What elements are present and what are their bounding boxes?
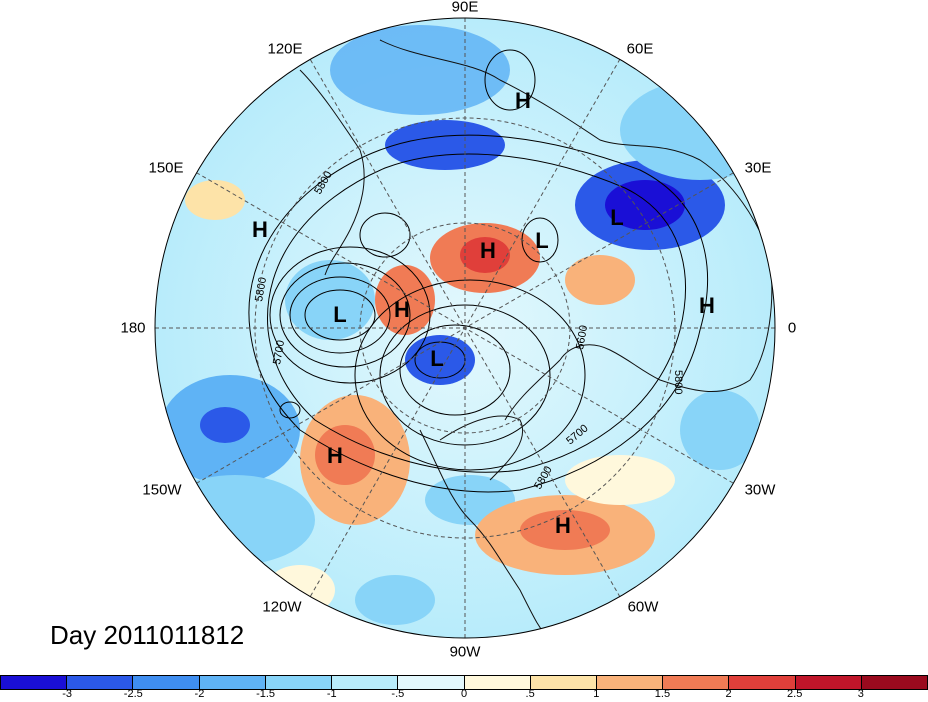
colorbar — [0, 675, 928, 690]
lon-label-90e: 90E — [451, 0, 479, 16]
high-center: H — [480, 238, 496, 263]
contour-label: 5600 — [574, 324, 590, 350]
colorbar-cell — [265, 676, 333, 689]
colorbar-cell — [398, 676, 465, 689]
high-center: H — [252, 217, 268, 242]
colorbar-cell — [464, 676, 531, 689]
high-center: H — [327, 443, 343, 468]
colorbar-cell — [861, 676, 928, 689]
lon-label-60e: 60E — [626, 40, 654, 58]
colorbar-tick-label: 1.5 — [654, 688, 671, 700]
colorbar-cell — [199, 676, 266, 689]
lon-label-60w: 60W — [627, 598, 659, 616]
contour-label: 5700 — [271, 339, 287, 365]
colorbar-cell — [596, 676, 664, 689]
high-center: H — [515, 88, 531, 113]
colorbar-tick-label: 2 — [725, 688, 732, 700]
colorbar-cell — [530, 676, 597, 689]
high-center: H — [394, 297, 410, 322]
day-label: Day 2011011812 — [50, 620, 245, 650]
lon-label-180: 180 — [120, 319, 146, 337]
colorbar-cell — [67, 676, 134, 689]
low-center: L — [333, 302, 346, 327]
colorbar-cell — [332, 676, 399, 689]
low-center: L — [430, 346, 443, 371]
colorbar-tick-label: 1 — [593, 688, 600, 700]
lon-label-120w: 120W — [262, 598, 302, 616]
low-center: L — [535, 228, 548, 253]
lon-label-90w: 90W — [449, 643, 481, 661]
lon-label-30e: 30E — [744, 159, 772, 177]
height-contours — [248, 49, 708, 493]
colorbar-tick-label: -.5 — [391, 688, 405, 700]
colorbar-tick-label: -3 — [62, 688, 73, 700]
colorbar-tick-label: -2.5 — [123, 688, 143, 700]
pressure-centers: H L H L H H L H L H H — [252, 88, 715, 538]
colorbar-tick-label: 3 — [857, 688, 864, 700]
graticule — [155, 18, 775, 638]
colorbar-tick-label: 2.5 — [787, 688, 803, 700]
colorbar-cell — [663, 676, 730, 689]
colorbar-tick-label: 0 — [460, 688, 468, 700]
colorbar-cell — [133, 676, 200, 689]
colorbar-tick-label: -2 — [194, 688, 205, 700]
low-center: L — [610, 205, 623, 230]
map-border — [154, 17, 776, 639]
contour-label: 5800 — [253, 276, 269, 302]
high-center: H — [699, 293, 715, 318]
lon-label-120e: 120E — [267, 40, 303, 58]
colorbar-cell — [795, 676, 862, 689]
colorbar-tick-label: -1 — [326, 688, 337, 700]
colorbar-tick-label: .5 — [525, 688, 535, 700]
lon-label-150e: 150E — [148, 159, 184, 177]
lon-label-150w: 150W — [142, 481, 182, 499]
polar-map: 5800 5800 5700 5800 5700 5800 5600 H L H… — [154, 17, 776, 639]
colorbar-cell — [1, 676, 68, 689]
lon-label-0: 0 — [787, 319, 797, 337]
colorbar-tick-label: -1.5 — [256, 688, 276, 700]
lon-label-30w: 30W — [744, 481, 776, 499]
contour-label: 5800 — [672, 370, 684, 394]
colorbar-cell — [729, 676, 796, 689]
high-center: H — [555, 513, 571, 538]
